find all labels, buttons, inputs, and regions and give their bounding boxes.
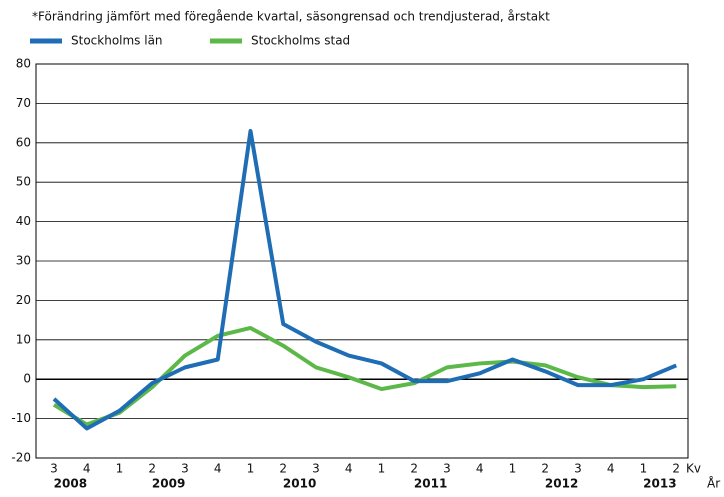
x-tick-label: 1 (640, 462, 648, 476)
x-tick-label: 3 (181, 462, 189, 476)
x-tick-label: 1 (247, 462, 255, 476)
y-tick-label: 0 (23, 372, 31, 386)
x-group-label: 2008 (54, 477, 87, 491)
x-tick-label: 3 (312, 462, 320, 476)
x-tick-label: 2 (148, 462, 156, 476)
data-line (52, 325, 677, 427)
y-tick-label: -10 (11, 411, 31, 425)
x-tick-label: 3 (574, 462, 582, 476)
x-tick-label: 3 (50, 462, 58, 476)
x-tick-label: 1 (378, 462, 386, 476)
y-tick-label: 10 (16, 332, 31, 346)
chart-subtitle: *Förändring jämfört med föregående kvart… (32, 10, 550, 24)
x-group-label: 2010 (283, 477, 316, 491)
plot-border (35, 63, 689, 459)
x-group-label: 2011 (414, 477, 447, 491)
data-line (52, 128, 678, 431)
x-axis-label: Kv (686, 462, 701, 476)
x-tick-label: 2 (279, 462, 287, 476)
x-group-label: 2012 (545, 477, 578, 491)
y-tick-label: 20 (16, 293, 31, 307)
y-tick-label: 70 (16, 96, 31, 110)
y-tick-label: 60 (16, 135, 31, 149)
x-tick-label: 4 (345, 462, 353, 476)
y-tick-label: 30 (16, 254, 31, 268)
group-axis-label: År (707, 476, 720, 491)
x-tick-label: 2 (672, 462, 680, 476)
x-tick-label: 2 (541, 462, 549, 476)
legend-label: Stockholms län (71, 34, 163, 48)
x-tick-label: 2 (410, 462, 418, 476)
x-group-label: 2013 (643, 477, 676, 491)
y-tick-label: 40 (16, 214, 31, 228)
x-tick-label: 1 (116, 462, 124, 476)
legend-label: Stockholms stad (251, 34, 350, 48)
x-tick-label: 1 (509, 462, 517, 476)
x-tick-label: 3 (443, 462, 451, 476)
x-group-label: 2009 (152, 477, 185, 491)
y-tick-label: -20 (11, 451, 31, 465)
y-tick-label: 50 (16, 175, 31, 189)
y-tick-label: 80 (16, 57, 31, 71)
x-tick-label: 4 (83, 462, 91, 476)
x-tick-label: 4 (607, 462, 615, 476)
x-tick-label: 4 (214, 462, 222, 476)
x-tick-label: 4 (476, 462, 484, 476)
